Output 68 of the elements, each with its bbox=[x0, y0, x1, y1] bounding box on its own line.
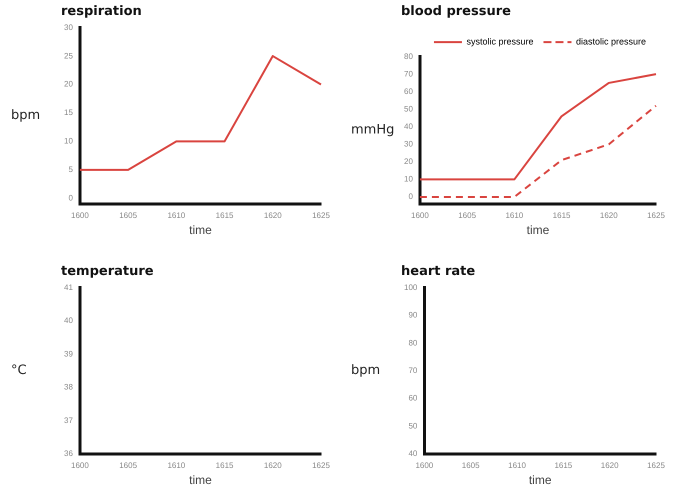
y-tick-label: 5 bbox=[68, 165, 74, 174]
x-axis-title: time bbox=[189, 473, 212, 488]
x-tick-label: 1600 bbox=[415, 461, 434, 470]
y-tick-label: 41 bbox=[64, 282, 74, 292]
y-tick-label: 39 bbox=[64, 349, 74, 358]
x-tick-label: 1615 bbox=[216, 211, 234, 220]
y-tick-label: 30 bbox=[404, 140, 414, 149]
legend-label: diastolic pressure bbox=[576, 36, 646, 47]
x-tick-label: 1605 bbox=[462, 461, 480, 470]
x-tick-label: 1605 bbox=[119, 211, 138, 220]
y-tick-label: 20 bbox=[404, 157, 414, 166]
y-tick-label: 70 bbox=[408, 366, 418, 376]
y-axis-title: bpm bbox=[351, 363, 380, 378]
y-tick-label: 70 bbox=[404, 69, 414, 78]
x-axis-title: time bbox=[526, 223, 550, 238]
y-tick-label: 15 bbox=[64, 108, 74, 118]
legend-label: systolic pressure bbox=[466, 36, 534, 47]
x-tick-label: 1600 bbox=[411, 211, 430, 220]
x-axis-title: time bbox=[189, 223, 212, 238]
chart-title: temperature bbox=[61, 264, 154, 280]
x-axis-title: time bbox=[528, 473, 552, 488]
x-tick-label: 1605 bbox=[458, 211, 477, 220]
y-tick-label: 30 bbox=[64, 22, 74, 32]
x-tick-label: 1600 bbox=[71, 211, 90, 220]
x-tick-label: 1600 bbox=[71, 461, 90, 470]
x-tick-label: 1620 bbox=[600, 461, 620, 470]
x-tick-label: 1610 bbox=[505, 211, 524, 220]
y-tick-label: 40 bbox=[408, 449, 418, 458]
x-tick-label: 1625 bbox=[312, 211, 330, 220]
y-tick-label: 10 bbox=[64, 136, 74, 146]
y-axis-title: °C bbox=[11, 363, 27, 378]
x-tick-label: 1610 bbox=[167, 461, 186, 470]
y-axis-title: mmHg bbox=[351, 122, 394, 138]
chart-title: blood pressure bbox=[401, 4, 512, 20]
y-tick-label: 60 bbox=[408, 394, 418, 403]
x-tick-label: 1620 bbox=[264, 461, 282, 470]
y-tick-label: 50 bbox=[408, 421, 418, 430]
y-tick-label: 80 bbox=[404, 52, 414, 61]
x-tick-label: 1605 bbox=[119, 461, 138, 470]
y-axis-title: bpm bbox=[11, 108, 40, 124]
x-tick-label: 1625 bbox=[647, 461, 666, 470]
chart-title: heart rate bbox=[401, 264, 476, 280]
y-tick-label: 90 bbox=[408, 310, 418, 320]
x-tick-label: 1625 bbox=[312, 461, 330, 470]
y-tick-label: 60 bbox=[404, 86, 414, 96]
y-tick-label: 20 bbox=[64, 80, 74, 89]
x-tick-label: 1610 bbox=[167, 211, 186, 220]
y-tick-label: 50 bbox=[404, 104, 414, 114]
y-tick-label: 36 bbox=[64, 449, 74, 458]
y-tick-label: 40 bbox=[404, 122, 414, 131]
y-tick-label: 25 bbox=[64, 51, 74, 60]
x-tick-label: 1615 bbox=[216, 461, 234, 470]
line-series bbox=[418, 104, 657, 198]
y-tick-label: 37 bbox=[64, 416, 74, 425]
y-tick-label: 0 bbox=[408, 192, 414, 202]
y-tick-label: 10 bbox=[404, 174, 414, 184]
x-tick-label: 1620 bbox=[264, 211, 282, 220]
y-tick-label: 80 bbox=[408, 338, 418, 348]
chart-title: respiration bbox=[61, 4, 142, 20]
x-tick-label: 1620 bbox=[600, 211, 618, 220]
x-tick-label: 1615 bbox=[552, 211, 572, 220]
y-tick-label: 100 bbox=[404, 282, 418, 292]
y-tick-label: 38 bbox=[64, 382, 74, 392]
y-tick-label: 40 bbox=[64, 316, 74, 326]
x-tick-label: 1610 bbox=[508, 461, 526, 470]
x-tick-label: 1615 bbox=[554, 461, 573, 470]
x-tick-label: 1625 bbox=[647, 211, 666, 220]
y-tick-label: 0 bbox=[68, 194, 74, 203]
